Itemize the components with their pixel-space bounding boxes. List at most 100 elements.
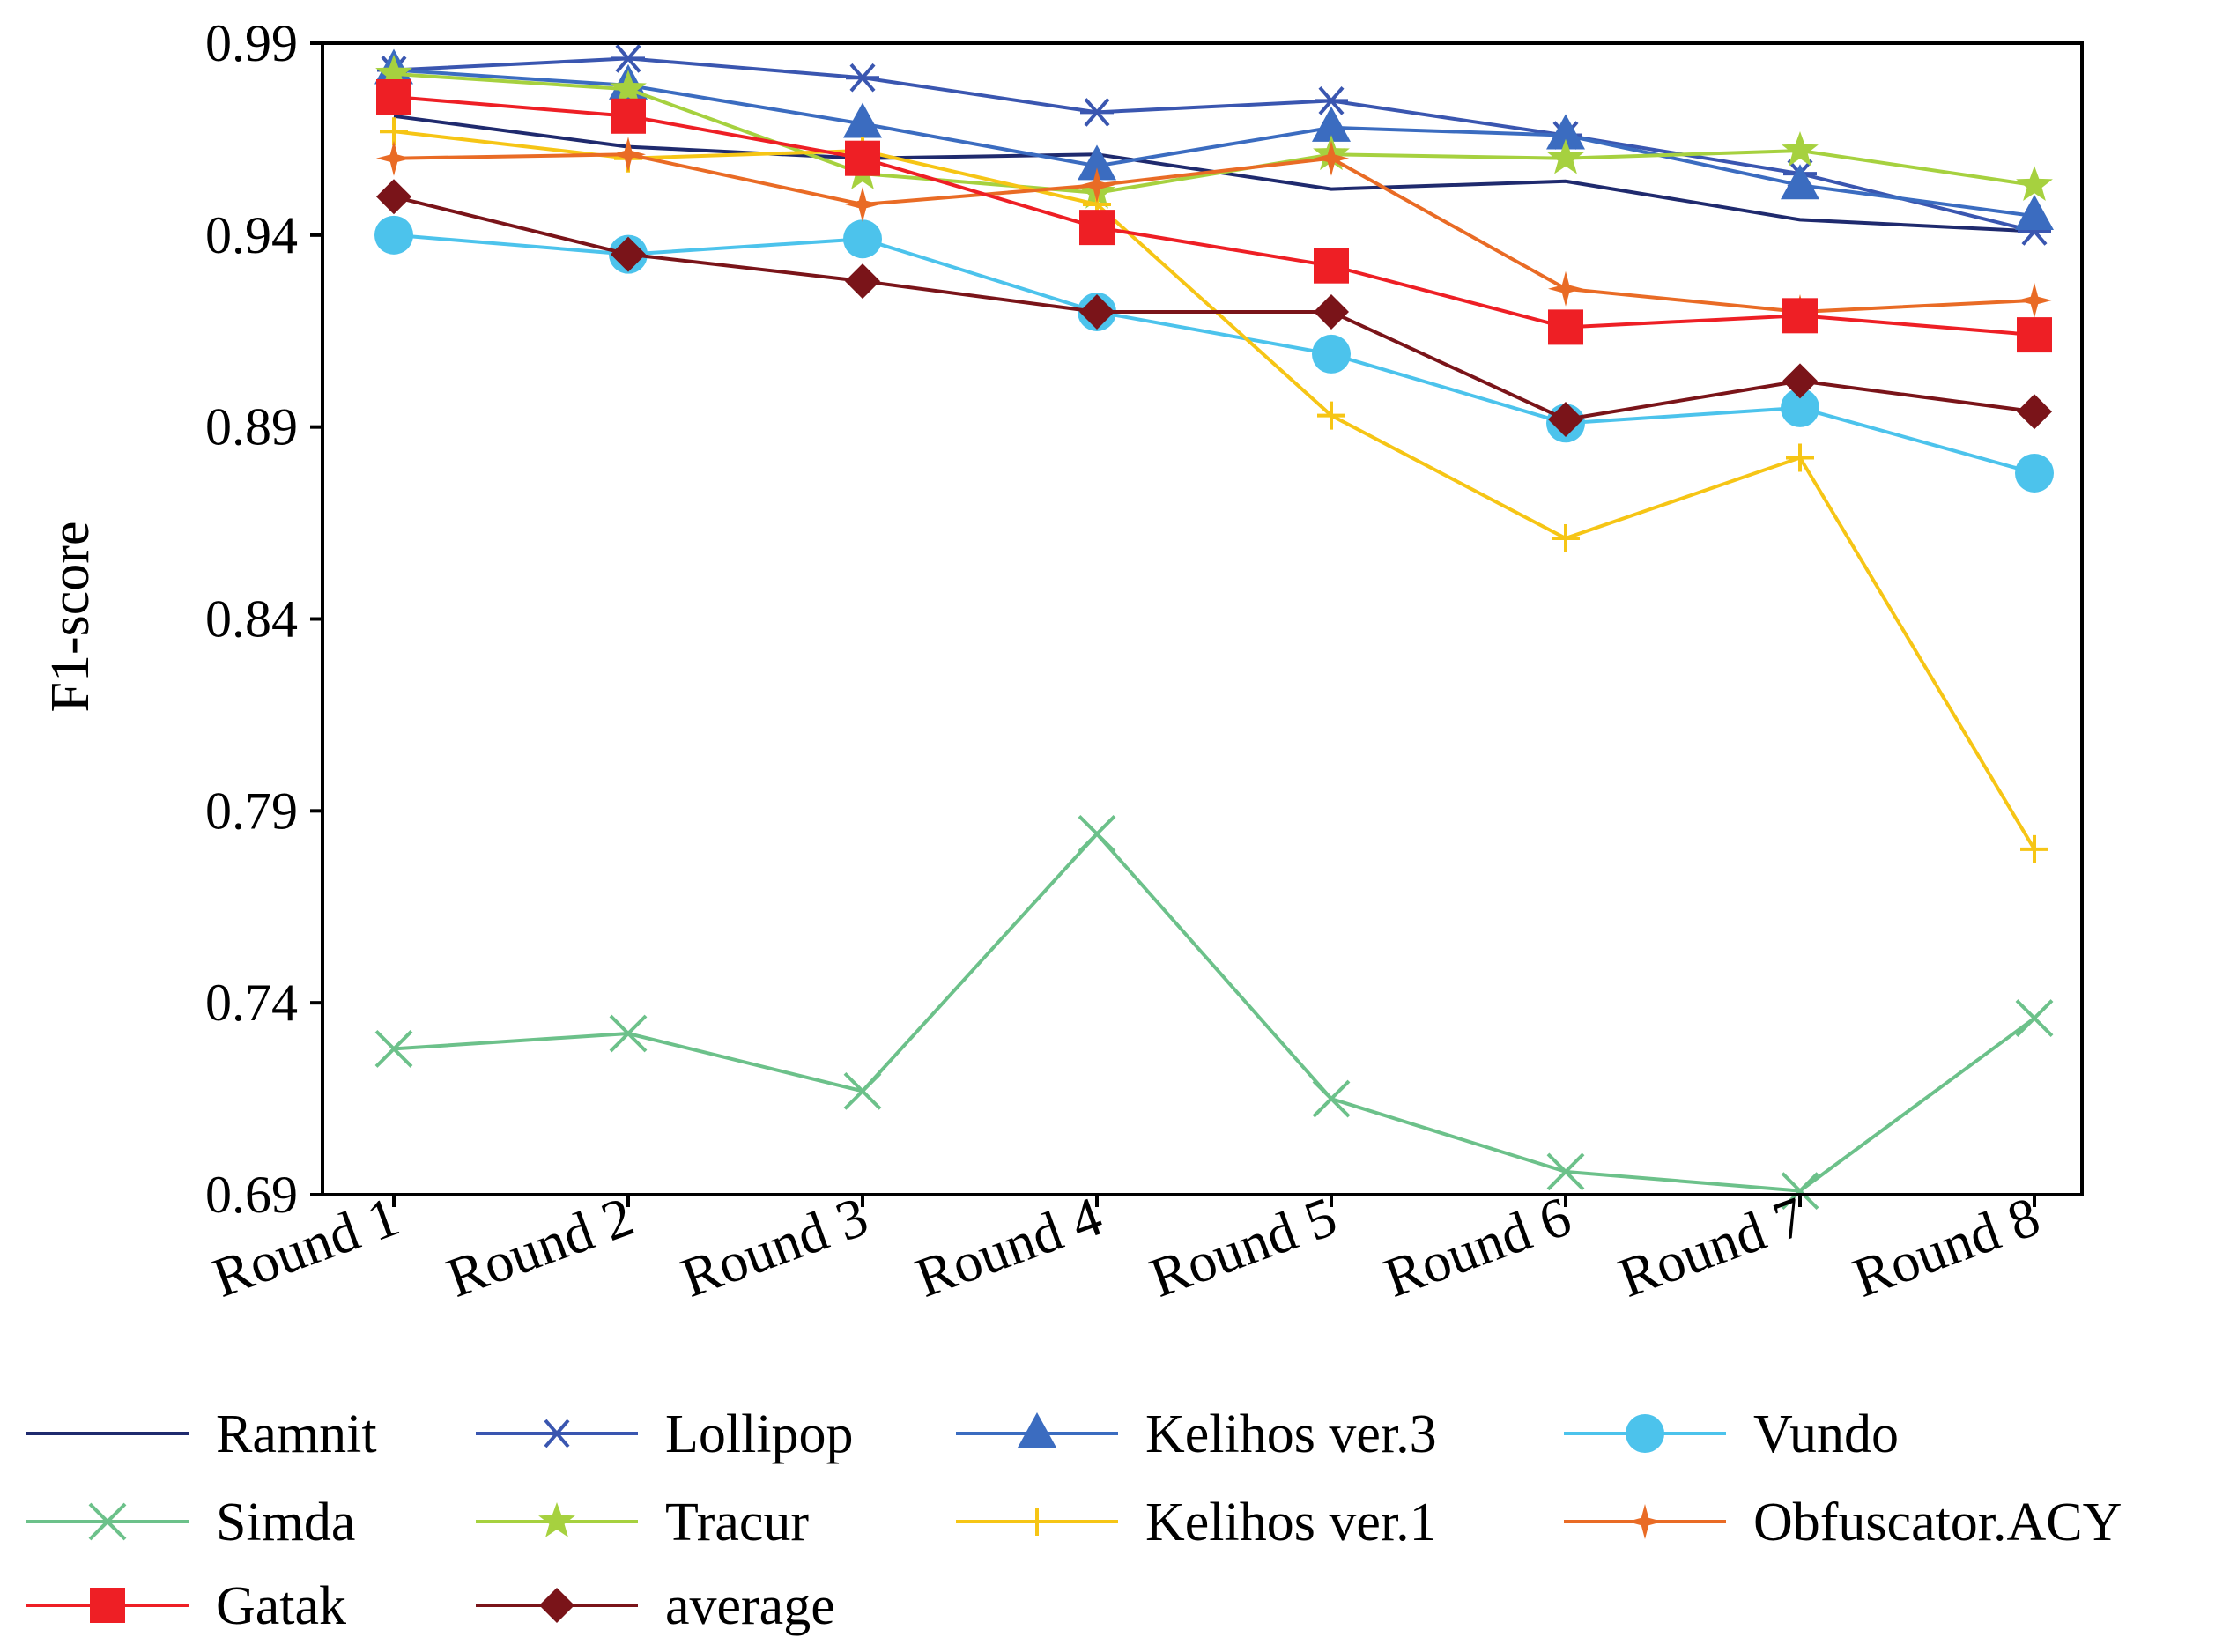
x-tick-label: Round 4 bbox=[907, 1184, 1110, 1309]
series-line-simda bbox=[393, 832, 2036, 1193]
data-point-kelihos-ver-1-8 bbox=[2020, 834, 2048, 863]
data-point-average-6 bbox=[1548, 401, 1583, 437]
data-point-vundo-3 bbox=[843, 219, 882, 259]
series-simda bbox=[374, 815, 2054, 1211]
series-average bbox=[376, 179, 2052, 437]
data-point-obfuscator-acy-5 bbox=[1314, 140, 1349, 176]
series-line-tracur bbox=[393, 71, 2035, 195]
data-point-average-4 bbox=[1079, 293, 1115, 330]
data-point-average-3 bbox=[845, 263, 880, 300]
legend-item-kelihos-ver-3: Kelihos ver.3 bbox=[956, 1404, 1437, 1464]
legend-label: average bbox=[665, 1576, 835, 1636]
data-point-gatak-1 bbox=[376, 78, 411, 115]
legend-marker-kelihos-ver-1 bbox=[1023, 1508, 1051, 1536]
legend-label: Gatak bbox=[216, 1576, 346, 1636]
series-line-average bbox=[393, 195, 2035, 421]
data-point-kelihos-ver-3-5 bbox=[1312, 106, 1351, 142]
x-tick-label: Round 5 bbox=[1142, 1184, 1345, 1309]
data-point-tracur-6 bbox=[1547, 138, 1584, 174]
x-tick-label: Round 7 bbox=[1611, 1184, 1813, 1309]
data-point-average-5 bbox=[1314, 293, 1349, 330]
data-point-gatak-8 bbox=[2017, 317, 2052, 353]
x-tick-label: Round 6 bbox=[1376, 1184, 1579, 1309]
legend-item-ramnit: Ramnit bbox=[26, 1404, 377, 1464]
data-point-simda-1 bbox=[374, 1030, 413, 1068]
data-point-average-1 bbox=[376, 179, 411, 215]
legend-marker-gatak bbox=[90, 1588, 125, 1623]
y-tick-label: 0.69 bbox=[205, 1166, 298, 1224]
data-point-simda-8 bbox=[2015, 999, 2054, 1038]
legend: Ramnit Lollipop Kelihos ver.3 Vundo Simda Tra… bbox=[26, 1404, 2122, 1636]
data-point-tracur-1 bbox=[375, 54, 412, 90]
legend-marker-obfuscator-acy bbox=[1627, 1504, 1663, 1539]
data-point-simda-5 bbox=[1312, 1079, 1351, 1118]
data-point-obfuscator-acy-1 bbox=[376, 140, 411, 176]
legend-item-kelihos-ver-1: Kelihos ver.1 bbox=[956, 1493, 1437, 1552]
data-point-lollipop-2 bbox=[611, 44, 645, 73]
data-point-simda-2 bbox=[609, 1014, 648, 1053]
data-point-gatak-3 bbox=[845, 140, 880, 176]
series-line-gatak bbox=[393, 95, 2035, 337]
data-point-average-7 bbox=[1782, 363, 1818, 399]
data-point-kelihos-ver-3-7 bbox=[1781, 164, 1819, 200]
legend-item-vundo: Vundo bbox=[1564, 1404, 1899, 1464]
data-point-lollipop-3 bbox=[846, 63, 879, 93]
legend-item-gatak: Gatak bbox=[26, 1576, 346, 1636]
data-point-kelihos-ver-3-6 bbox=[1546, 114, 1585, 150]
x-tick-label: Round 8 bbox=[1845, 1184, 2048, 1309]
legend-label: Obfuscator.ACY bbox=[1753, 1493, 2122, 1552]
data-point-average-8 bbox=[2017, 394, 2052, 430]
data-point-obfuscator-acy-3 bbox=[845, 187, 880, 222]
data-point-vundo-1 bbox=[374, 215, 413, 255]
series-line-obfuscator-acy bbox=[393, 152, 2035, 314]
x-tick-label: Round 3 bbox=[673, 1184, 876, 1309]
data-point-gatak-7 bbox=[1782, 298, 1818, 334]
data-point-obfuscator-acy-2 bbox=[611, 137, 646, 173]
data-point-obfuscator-acy-4 bbox=[1079, 167, 1115, 204]
x-tick-label: Round 2 bbox=[439, 1184, 641, 1309]
data-point-kelihos-ver-3-4 bbox=[1078, 144, 1116, 181]
data-point-simda-6 bbox=[1546, 1152, 1585, 1191]
data-point-vundo-8 bbox=[2015, 453, 2054, 493]
data-point-vundo-7 bbox=[1781, 388, 1819, 427]
y-tick-label: 0.74 bbox=[205, 974, 298, 1032]
data-point-vundo-5 bbox=[1312, 334, 1351, 374]
plot-area-frame bbox=[321, 41, 2084, 1196]
data-point-gatak-5 bbox=[1314, 248, 1349, 284]
series-line-vundo bbox=[393, 233, 2035, 475]
legend-item-tracur: Tracur bbox=[476, 1493, 809, 1552]
data-point-simda-7 bbox=[1781, 1172, 1819, 1211]
legend-label: Kelihos ver.1 bbox=[1145, 1493, 1437, 1552]
data-point-kelihos-ver-3-8 bbox=[2015, 195, 2054, 231]
data-point-lollipop-4 bbox=[1080, 98, 1114, 127]
data-point-gatak-6 bbox=[1548, 309, 1583, 345]
series-line-kelihos-ver-3 bbox=[393, 68, 2035, 219]
y-tick-label: 0.99 bbox=[205, 14, 298, 72]
legend-label: Kelihos ver.3 bbox=[1145, 1404, 1437, 1464]
data-point-obfuscator-acy-8 bbox=[2017, 282, 2052, 318]
legend-label: Tracur bbox=[665, 1493, 809, 1552]
legend-item-lollipop: Lollipop bbox=[476, 1404, 854, 1464]
y-axis: 0.69 0.74 0.79 0.84 0.89 0.94 0.99 bbox=[205, 14, 322, 1224]
legend-item-obfuscator-acy: Obfuscator.ACY bbox=[1564, 1493, 2122, 1552]
data-point-gatak-2 bbox=[611, 98, 646, 134]
legend-label: Ramnit bbox=[216, 1404, 377, 1464]
y-axis-label: F1-score bbox=[41, 522, 100, 713]
y-tick-label: 0.89 bbox=[205, 398, 298, 456]
legend-marker-lollipop bbox=[540, 1419, 574, 1448]
x-axis: Round 1 Round 2 Round 3 Round 4 Round 5 Round… bbox=[204, 1184, 2048, 1309]
legend-item-simda: Simda bbox=[26, 1493, 355, 1552]
data-point-lollipop-5 bbox=[1315, 86, 1348, 115]
legend-marker-average bbox=[539, 1588, 574, 1623]
series-line-lollipop bbox=[393, 56, 2035, 233]
legend-marker-kelihos-ver-3 bbox=[1018, 1412, 1056, 1448]
series-layer bbox=[374, 44, 2054, 1211]
series-kelihos-ver-3 bbox=[374, 48, 2054, 231]
data-point-kelihos-ver-1-7 bbox=[1786, 443, 1814, 472]
series-gatak bbox=[376, 78, 2052, 353]
legend-marker-vundo bbox=[1626, 1414, 1664, 1453]
legend-marker-tracur bbox=[538, 1502, 575, 1537]
data-point-simda-4 bbox=[1078, 815, 1116, 853]
data-point-tracur-7 bbox=[1782, 131, 1819, 167]
